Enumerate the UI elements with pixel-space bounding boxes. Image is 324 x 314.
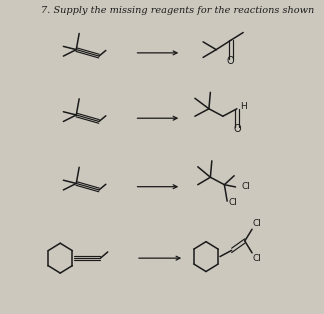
Text: Cl: Cl (241, 182, 250, 191)
Text: Cl: Cl (253, 254, 261, 263)
Text: H: H (240, 102, 247, 111)
Text: Cl: Cl (253, 219, 261, 228)
Text: Cl: Cl (229, 198, 237, 207)
Text: O: O (233, 124, 241, 134)
Text: 7. Supply the missing reagents for the reactions shown: 7. Supply the missing reagents for the r… (40, 6, 314, 15)
Text: O: O (227, 56, 235, 66)
